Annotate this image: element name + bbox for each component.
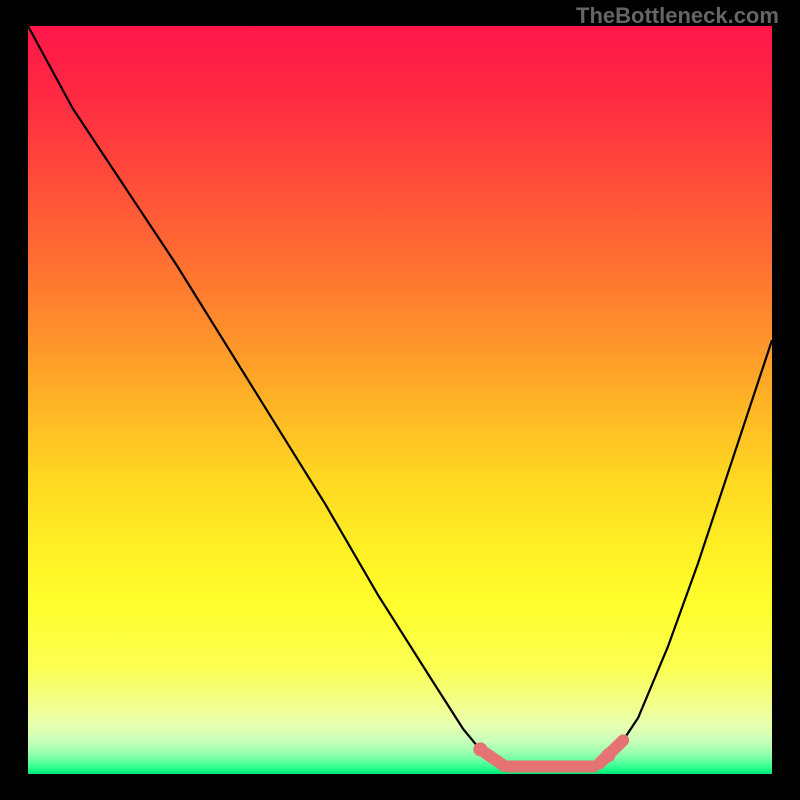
chart-plot: [28, 26, 772, 774]
highlight-dot: [601, 748, 615, 762]
chart-container: TheBottleneck.com: [0, 0, 800, 800]
highlight-dot: [473, 742, 487, 756]
